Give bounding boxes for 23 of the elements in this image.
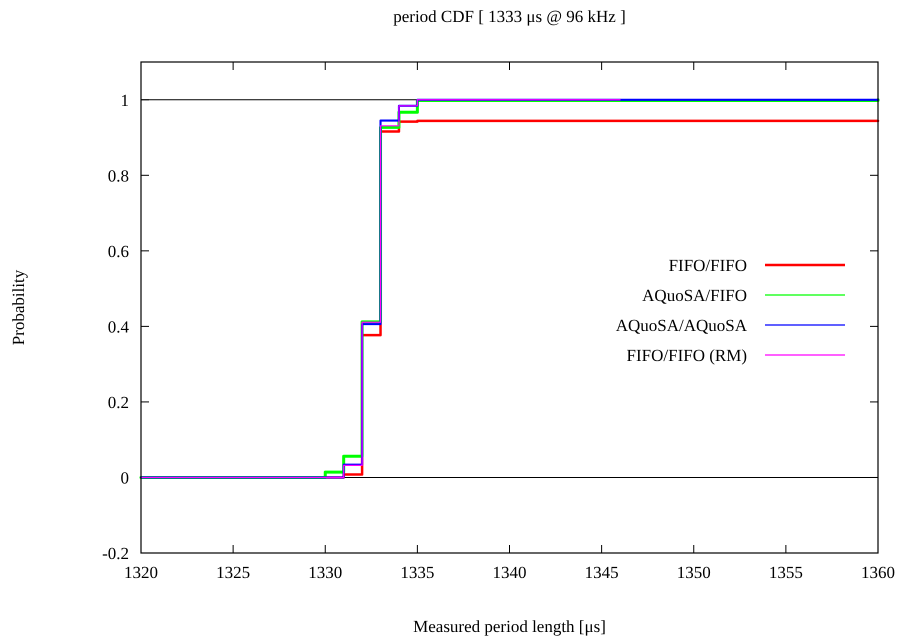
x-axis-title: Measured period length [μs] (413, 617, 606, 636)
y-tick-label: -0.2 (102, 544, 129, 563)
x-tick-label: 1360 (861, 563, 895, 582)
y-tick-label: 0.8 (108, 166, 129, 186)
legend-label: AQuoSA/AQuoSA (616, 316, 748, 335)
x-tick-label: 1340 (492, 563, 526, 582)
x-tick-label: 1320 (124, 563, 158, 582)
x-tick-label: 1350 (676, 563, 711, 582)
y-axis-title: Probability (9, 269, 28, 346)
y-tick-label: 1 (120, 90, 129, 110)
x-tick-label: 1355 (768, 563, 803, 582)
legend-label: FIFO/FIFO (RM) (626, 346, 747, 365)
chart-title: period CDF [ 1333 μs @ 96 kHz ] (393, 7, 626, 26)
y-tick-label: 0.2 (108, 392, 129, 412)
legend-label: FIFO/FIFO (668, 256, 747, 275)
x-tick-label: 1345 (584, 563, 619, 582)
legend-label: AQuoSA/FIFO (642, 286, 747, 305)
x-tick-label: 1330 (308, 563, 342, 582)
y-tick-label: 0 (120, 468, 129, 488)
y-tick-label: 0.4 (108, 317, 130, 336)
y-tick-label: 0.6 (108, 242, 129, 261)
x-tick-label: 1335 (400, 563, 434, 582)
x-tick-label: 1325 (216, 563, 250, 582)
